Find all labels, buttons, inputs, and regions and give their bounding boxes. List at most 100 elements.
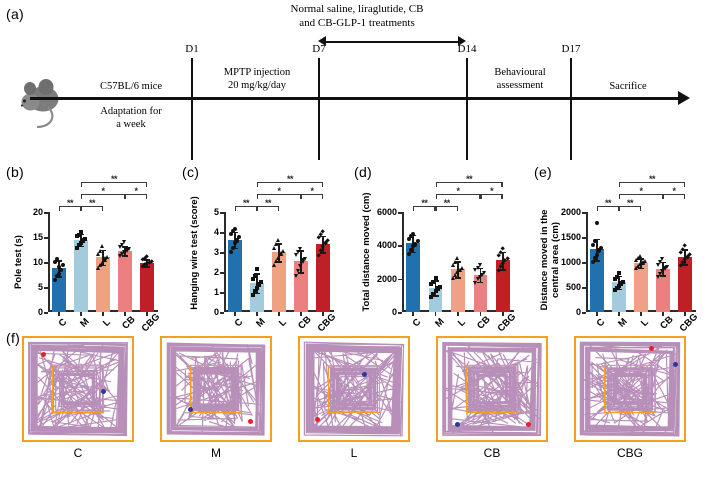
significance-stars: ** xyxy=(286,174,294,184)
error-cap-upper xyxy=(276,243,282,245)
data-point xyxy=(595,252,599,257)
timeline-tick-d14 xyxy=(466,58,468,160)
data-point xyxy=(621,279,626,284)
track-arena xyxy=(298,336,410,442)
timeline-tick-d17 xyxy=(570,58,572,160)
significance-stars: ** xyxy=(443,198,451,208)
data-point xyxy=(590,242,595,247)
y-axis-line xyxy=(224,212,226,312)
end-point-marker xyxy=(454,422,460,428)
bracket-tick-left xyxy=(619,206,621,211)
x-tick-label-cb: CB xyxy=(658,314,676,332)
significance-stars: ** xyxy=(626,198,634,208)
y-tick-label: 5 xyxy=(37,282,43,292)
data-point xyxy=(590,260,595,264)
significance-stars: ** xyxy=(648,174,656,184)
x-tick-label-m: M xyxy=(254,316,268,330)
panel-e-plot-area: 0 500 1000 1500 2000 C M L CB CBG xyxy=(561,207,700,334)
y-axis-line xyxy=(586,212,588,312)
mouse-icon xyxy=(20,79,59,129)
error-cap-upper xyxy=(477,267,484,270)
timeline-mptp-line1: MPTP injection xyxy=(223,67,291,78)
data-point xyxy=(475,266,480,271)
y-tick-label: 5 xyxy=(213,207,219,217)
timeline-day-d1: D1 xyxy=(185,43,199,55)
panel-letter-c: (c) xyxy=(182,164,200,180)
data-point xyxy=(406,236,411,241)
data-point xyxy=(228,250,233,254)
end-point-marker xyxy=(672,362,678,368)
data-point xyxy=(120,243,125,248)
panel-letter-d: (d) xyxy=(354,164,373,180)
data-point xyxy=(660,256,665,261)
bracket-tick-right xyxy=(321,182,323,187)
data-point xyxy=(408,234,413,238)
y-tick xyxy=(582,237,586,239)
data-point xyxy=(237,235,242,239)
data-point xyxy=(233,241,237,245)
data-point xyxy=(320,229,326,235)
y-tick-label: 0 xyxy=(213,307,219,317)
x-tick xyxy=(457,312,459,316)
data-point xyxy=(122,249,127,254)
timeline-behaviour-line2: assessment xyxy=(496,80,544,92)
timeline-arrow-head-icon xyxy=(678,91,690,105)
bracket-tick-left xyxy=(301,194,303,199)
data-point xyxy=(271,245,276,250)
track-label-c: C xyxy=(73,446,83,460)
track-arena xyxy=(160,336,272,442)
data-point xyxy=(74,245,79,250)
data-point xyxy=(95,251,100,256)
data-point xyxy=(617,270,621,275)
panel-a-timeline: (a) Normal saline, liraglutide, CB and C… xyxy=(0,0,709,160)
data-point xyxy=(636,256,641,261)
panel-e-y-axis-label: Distance moved in the central area (cm) xyxy=(539,208,562,312)
x-tick xyxy=(502,312,504,316)
data-point xyxy=(638,254,643,259)
significance-stars: * xyxy=(277,186,281,196)
x-tick xyxy=(80,312,82,316)
data-point xyxy=(408,248,413,252)
track-plot-cb: CB xyxy=(436,336,548,460)
error-cap-lower xyxy=(455,277,461,279)
data-point xyxy=(259,280,264,284)
bar-cbg xyxy=(496,260,510,312)
x-tick xyxy=(124,312,126,316)
treatment-window-arrow xyxy=(318,36,466,47)
bracket-tick-left xyxy=(59,206,61,211)
timeline-sacrifice-label: Sacrifice xyxy=(609,81,647,92)
data-point xyxy=(230,229,235,233)
y-tick-label: 1000 xyxy=(560,257,581,267)
panel-c-plot-area: 0 1 2 3 4 5 C M L CB CBG xyxy=(214,207,338,334)
error-cap-upper xyxy=(122,246,128,248)
data-point xyxy=(617,283,621,288)
y-tick xyxy=(582,212,586,214)
panel-f-open-field-tracks: (f) C M L CB CBG xyxy=(0,330,709,480)
error-cap-lower xyxy=(298,272,304,274)
x-tick-label-l: L xyxy=(455,316,468,329)
panel-letter-f: (f) xyxy=(6,330,21,346)
data-point xyxy=(52,278,57,282)
track-arena xyxy=(436,336,548,442)
data-point xyxy=(429,282,434,286)
data-point xyxy=(76,232,81,237)
data-point xyxy=(619,280,624,285)
timeline-adaptation-label: Adaptation for a week xyxy=(70,105,192,131)
data-point xyxy=(406,252,411,256)
bracket-tick-right xyxy=(501,182,503,187)
error-cap-lower xyxy=(660,275,666,277)
arrow-right-head-icon xyxy=(458,36,466,46)
significance-stars: ** xyxy=(264,198,272,208)
data-point xyxy=(595,221,599,225)
bracket-line xyxy=(59,206,81,208)
track-arena xyxy=(574,336,686,442)
data-point xyxy=(664,264,669,269)
y-tick xyxy=(220,312,224,314)
central-area-zone xyxy=(328,364,380,414)
significance-stars: * xyxy=(639,186,643,196)
data-point xyxy=(500,246,506,252)
x-tick-label-c: C xyxy=(56,316,70,330)
error-cap-lower xyxy=(594,260,600,262)
data-point xyxy=(255,286,259,290)
bracket-tick-right xyxy=(123,194,125,199)
